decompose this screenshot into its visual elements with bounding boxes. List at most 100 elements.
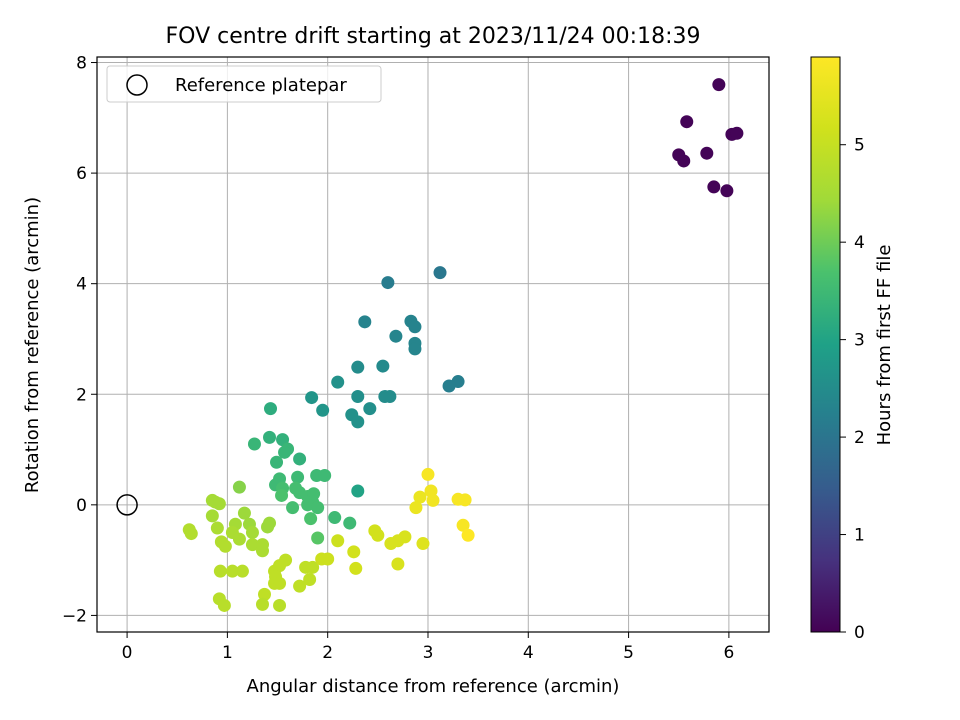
colorbar-tick-label: 0 (854, 623, 865, 643)
y-tick-label: 6 (76, 164, 87, 184)
x-axis-label: Angular distance from reference (arcmin) (247, 676, 620, 697)
y-tick-label: 8 (76, 54, 87, 74)
colorbar-tick-label: 2 (854, 428, 865, 448)
x-tick-label: 5 (623, 643, 634, 663)
colorbar-label: Hours from first FF file (874, 245, 895, 446)
data-point (278, 445, 292, 459)
colorbar-gradient (810, 56, 841, 633)
x-tick-label: 6 (723, 643, 734, 663)
data-point (257, 587, 271, 601)
data-point (458, 493, 472, 507)
data-point (303, 572, 317, 586)
data-point (184, 527, 198, 541)
data-point (349, 561, 363, 575)
data-point (328, 511, 342, 525)
data-point (232, 480, 246, 494)
data-point (363, 402, 377, 416)
data-point (275, 488, 289, 502)
colorbar-tick-label: 3 (854, 331, 865, 351)
data-point (205, 509, 219, 523)
data-point (273, 576, 287, 590)
reference-layer (116, 494, 138, 516)
colorbar-tick-label: 5 (854, 136, 865, 156)
data-point (408, 342, 422, 356)
data-point (293, 579, 307, 593)
data-point (398, 530, 412, 544)
colorbar-ticks: 0 1 2 3 4 5 (840, 136, 865, 643)
data-point (383, 389, 397, 403)
reference-platepar-marker (116, 494, 138, 516)
data-point (351, 389, 365, 403)
data-point (343, 516, 357, 530)
data-point (321, 552, 335, 566)
data-point (351, 360, 365, 374)
data-point (381, 276, 395, 290)
y-tick-label: −2 (62, 606, 87, 626)
chart-title: FOV centre drift starting at 2023/11/24 … (166, 24, 701, 49)
data-point (391, 557, 405, 571)
data-point (389, 329, 403, 343)
data-point (305, 391, 319, 405)
colorbar-tick-label: 1 (854, 526, 865, 546)
data-point (456, 518, 470, 532)
data-point (237, 506, 251, 520)
colorbar-tick-label: 4 (854, 233, 865, 253)
data-point (358, 315, 372, 329)
data-point (409, 501, 423, 515)
data-point (712, 78, 726, 92)
data-point (247, 437, 261, 451)
x-tick-label: 3 (423, 643, 434, 663)
data-point (245, 525, 259, 539)
data-point (270, 455, 284, 469)
data-point (442, 379, 456, 393)
data-point (306, 560, 320, 574)
y-axis-ticks: −2 0 2 4 6 8 (62, 54, 97, 626)
data-point (255, 597, 269, 611)
data-point (680, 115, 694, 129)
legend: Reference platepar (106, 65, 382, 103)
data-point (293, 452, 307, 466)
data-point (433, 266, 447, 280)
data-point (245, 538, 259, 552)
data-point (318, 469, 332, 483)
x-tick-label: 1 (222, 643, 233, 663)
y-axis-label: Rotation from reference (arcmin) (22, 197, 43, 493)
x-axis-ticks: 0 1 2 3 4 5 6 (122, 632, 734, 663)
data-point (347, 545, 361, 559)
data-point (707, 180, 721, 194)
data-point (304, 512, 318, 526)
data-point (331, 534, 345, 548)
y-tick-label: 0 (76, 496, 87, 516)
data-point (301, 498, 315, 512)
data-point (232, 532, 246, 546)
x-tick-label: 0 (122, 643, 133, 663)
data-point (291, 470, 305, 484)
data-point (413, 490, 427, 504)
legend-box (106, 65, 382, 103)
data-point (316, 403, 330, 417)
data-point (720, 184, 734, 198)
data-point (311, 501, 325, 515)
data-point (311, 531, 325, 545)
data-point (351, 484, 365, 498)
data-point (351, 415, 365, 429)
data-point (264, 402, 278, 416)
data-points (182, 78, 744, 612)
data-point (217, 598, 231, 612)
data-point (461, 528, 475, 542)
x-tick-label: 2 (322, 643, 333, 663)
data-point (677, 154, 691, 168)
plot-frame (96, 56, 770, 633)
x-tick-label: 4 (523, 643, 534, 663)
data-point (416, 537, 430, 551)
data-point (426, 493, 440, 507)
data-point (255, 544, 269, 558)
data-point (210, 521, 224, 535)
data-point (331, 375, 345, 389)
legend-marker-circle (126, 74, 148, 96)
data-point (408, 320, 422, 334)
data-point (263, 430, 277, 444)
y-tick-label: 4 (76, 275, 87, 295)
legend-label: Reference platepar (175, 75, 347, 96)
